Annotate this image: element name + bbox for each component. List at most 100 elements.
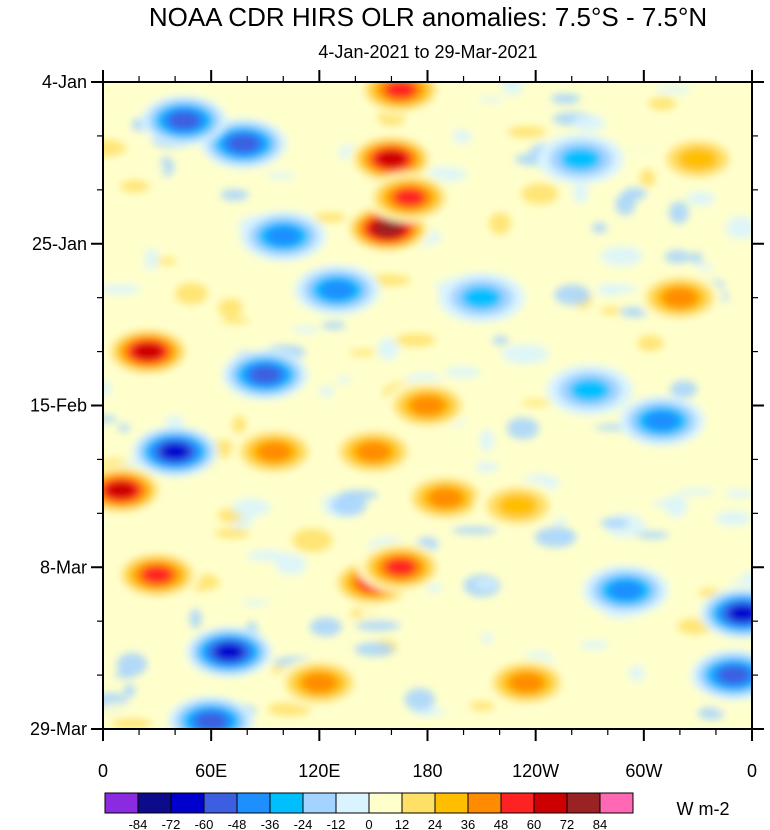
texture-blob [670, 380, 698, 398]
texture-blob [724, 215, 752, 240]
x-tick-label: 60W [625, 761, 662, 781]
texture-blob [452, 129, 472, 144]
texture-blob [114, 671, 137, 679]
x-tick-label: 120W [512, 761, 559, 781]
anomaly-blob [410, 395, 445, 416]
texture-blob [487, 123, 510, 147]
texture-blob [477, 193, 508, 210]
colorbar-units: W m-2 [677, 799, 730, 819]
texture-blob [354, 642, 395, 657]
texture-blob [664, 250, 691, 264]
colorbar-box [137, 792, 172, 814]
texture-blob [272, 166, 286, 175]
anomaly-blob [168, 111, 200, 130]
anomaly-blob [384, 82, 417, 99]
texture-blob [573, 257, 607, 268]
texture-blob [611, 358, 646, 371]
texture-blob [119, 180, 150, 193]
anomaly-blob [376, 150, 407, 168]
texture-blob [266, 606, 314, 622]
texture-blob [123, 684, 136, 698]
texture-blob [685, 191, 716, 206]
plot-area [103, 82, 752, 729]
texture-blob [116, 652, 148, 676]
texture-blob [675, 457, 703, 467]
colorbar-box [104, 792, 139, 814]
anomaly-blob [301, 672, 337, 693]
texture-blob [275, 553, 307, 576]
texture-blob [444, 366, 481, 378]
texture-blob [521, 183, 559, 205]
texture-blob [702, 421, 719, 437]
texture-blob [117, 424, 131, 432]
colorbar-label: -36 [261, 817, 280, 830]
colorbar-box [599, 792, 634, 814]
colorbar-box [500, 792, 535, 814]
texture-blob [338, 490, 379, 500]
texture-blob [506, 417, 539, 440]
texture-blob [501, 344, 550, 365]
colorbar-label: 72 [560, 817, 574, 830]
anomaly-blob [509, 672, 545, 693]
texture-blob [468, 701, 496, 711]
texture-blob [572, 183, 589, 204]
texture-blob [110, 718, 152, 729]
texture-blob [220, 189, 249, 201]
colorbar-label: -12 [327, 817, 346, 830]
texture-blob [692, 597, 705, 608]
texture-blob [715, 510, 752, 527]
texture-blob [241, 599, 270, 606]
colorbar-label: 24 [428, 817, 442, 830]
texture-blob [667, 658, 699, 668]
texture-blob [502, 82, 523, 96]
texture-blob [295, 105, 330, 117]
texture-blob [451, 526, 498, 535]
y-tick-label: 15-Feb [30, 396, 87, 416]
texture-blob [637, 335, 664, 352]
texture-blob [540, 334, 562, 347]
anomaly-blob [319, 279, 355, 300]
texture-blob [103, 380, 112, 397]
anomaly-blob [373, 220, 402, 237]
texture-blob [103, 702, 141, 717]
colorbar-box [302, 792, 337, 814]
texture-blob [554, 517, 567, 526]
texture-blob [665, 494, 688, 518]
texture-blob [640, 370, 677, 381]
anomaly-blob [728, 605, 752, 622]
x-tick-label: 0 [98, 761, 108, 781]
colorbar-box [236, 792, 271, 814]
anomaly-blob [662, 287, 698, 308]
texture-blob [395, 333, 436, 347]
anomaly-blob [160, 443, 190, 461]
texture-blob [600, 518, 630, 529]
anomaly-blob [497, 493, 538, 518]
texture-blob [377, 337, 399, 361]
x-tick-label: 180 [412, 761, 442, 781]
anomaly-blob [214, 643, 244, 661]
anomaly-field [103, 82, 752, 729]
x-tick-label: 120E [298, 761, 340, 781]
colorbar-label: -60 [195, 817, 214, 830]
texture-blob [592, 222, 608, 234]
texture-blob [655, 86, 692, 94]
texture-blob [267, 702, 312, 716]
x-tick-label: 60E [195, 761, 227, 781]
texture-blob [152, 662, 165, 680]
anomaly-blob [227, 134, 260, 153]
texture-blob [440, 698, 471, 720]
texture-blob [214, 528, 251, 539]
texture-blob [550, 93, 581, 105]
texture-blob [168, 375, 182, 393]
anomaly-blob [560, 147, 602, 171]
texture-blob [696, 263, 715, 271]
texture-blob [505, 533, 525, 546]
texture-blob [678, 488, 715, 495]
texture-blob [433, 627, 471, 634]
texture-blob [648, 96, 677, 111]
texture-blob [724, 489, 752, 499]
texture-blob [218, 298, 243, 318]
texture-blob [359, 602, 405, 626]
texture-blob [596, 283, 623, 296]
texture-blob [232, 415, 247, 435]
